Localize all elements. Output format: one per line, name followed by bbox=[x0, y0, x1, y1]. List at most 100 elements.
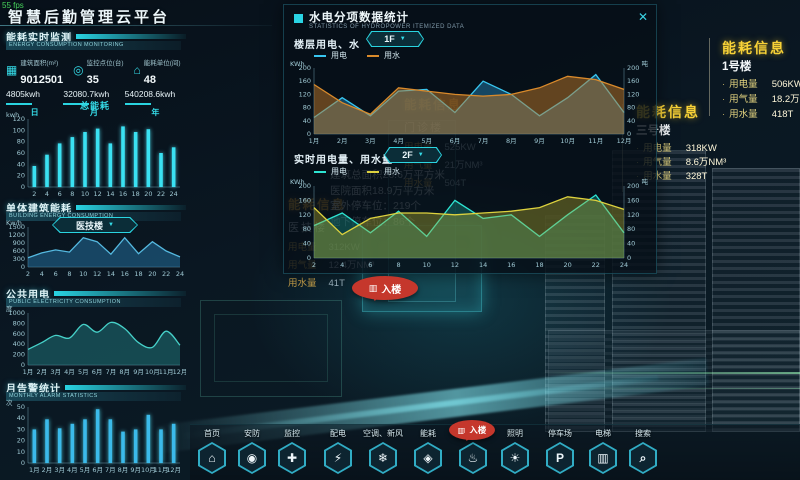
hexagon-button[interactable]: ☀ bbox=[501, 442, 529, 474]
section-energy-monitor: 能耗实时监测 bbox=[6, 29, 186, 44]
nav-item-security[interactable]: 安防 ◉ bbox=[226, 428, 278, 474]
svg-text:3月: 3月 bbox=[54, 466, 65, 474]
svg-text:200: 200 bbox=[13, 351, 25, 359]
svg-text:12月: 12月 bbox=[173, 368, 186, 376]
svg-text:8: 8 bbox=[67, 270, 71, 278]
svg-text:8月: 8月 bbox=[506, 137, 517, 145]
svg-text:11月: 11月 bbox=[154, 466, 169, 474]
svg-text:5月: 5月 bbox=[78, 368, 89, 376]
svg-text:14: 14 bbox=[106, 190, 114, 198]
enter-building-marker-small[interactable]: ▥ 入楼 bbox=[449, 420, 495, 440]
chevron-down-icon: ▼ bbox=[399, 36, 406, 42]
nav-item-lighting[interactable]: 照明 ☀ bbox=[489, 428, 541, 474]
hexagon-button[interactable]: ⌂ bbox=[198, 442, 226, 474]
hexagon-button[interactable]: ✚ bbox=[278, 442, 306, 474]
svg-text:9月: 9月 bbox=[130, 466, 141, 474]
svg-text:0: 0 bbox=[21, 459, 25, 467]
svg-text:1200: 1200 bbox=[8, 231, 25, 239]
svg-text:22: 22 bbox=[157, 190, 165, 198]
info-row: · 用电量 506KW bbox=[722, 79, 800, 90]
nav-item-power-distribution[interactable]: 配电 ⚡ bbox=[312, 428, 364, 474]
realtime-usage-legend: 用电 用水 bbox=[314, 166, 400, 177]
energy-units-icon: ⌂ bbox=[133, 63, 141, 77]
nav-item-hvac[interactable]: 空调、新风 ❄ bbox=[357, 428, 409, 474]
svg-text:5月: 5月 bbox=[80, 466, 91, 474]
hexagon-button[interactable]: ▥ bbox=[589, 442, 617, 474]
svg-text:80: 80 bbox=[627, 225, 635, 233]
modal-title: 水电分项数据统计 bbox=[309, 12, 409, 24]
svg-text:22: 22 bbox=[162, 270, 170, 278]
stat-0: ▦ 建筑面积(m²) 9012501 bbox=[6, 60, 64, 86]
energy-total-日: 4805kwh 日 bbox=[6, 89, 41, 117]
svg-text:60: 60 bbox=[17, 149, 25, 157]
hydropower-statistics-modal: 水电分项数据统计 STATISTICS OF HYDROPOWER ITEMIZ… bbox=[283, 4, 657, 274]
svg-text:20: 20 bbox=[144, 190, 152, 198]
svg-text:2: 2 bbox=[32, 190, 36, 198]
home-icon: ⌂ bbox=[208, 451, 216, 465]
svg-text:160: 160 bbox=[299, 77, 311, 85]
hexagon-button[interactable]: ⌕ bbox=[629, 442, 657, 474]
svg-text:80: 80 bbox=[303, 104, 311, 112]
realtime-floor-select-dropdown[interactable]: 2F ▼ bbox=[384, 147, 442, 163]
building-select-dropdown[interactable]: 医技楼 ▼ bbox=[52, 217, 138, 233]
hexagon-button[interactable]: ♨ bbox=[459, 442, 487, 474]
svg-text:16: 16 bbox=[119, 190, 127, 198]
svg-text:6: 6 bbox=[368, 261, 372, 269]
svg-text:0: 0 bbox=[627, 130, 631, 138]
svg-text:80: 80 bbox=[303, 225, 311, 233]
svg-text:4月: 4月 bbox=[64, 368, 75, 376]
floor-usage-legend: 用电 用水 bbox=[314, 50, 400, 61]
svg-text:120: 120 bbox=[627, 211, 639, 219]
svg-text:80: 80 bbox=[17, 138, 25, 146]
svg-text:8: 8 bbox=[70, 190, 74, 198]
svg-text:18: 18 bbox=[535, 261, 543, 269]
close-icon[interactable]: ✕ bbox=[637, 10, 648, 24]
nav-item-home[interactable]: 首页 ⌂ bbox=[186, 428, 238, 474]
hexagon-button[interactable]: P bbox=[546, 442, 574, 474]
svg-text:200: 200 bbox=[299, 182, 311, 190]
nav-item-search[interactable]: 搜索 ⌕ bbox=[617, 428, 669, 474]
svg-text:40: 40 bbox=[627, 240, 635, 248]
nav-item-elevator[interactable]: 电梯 ▥ bbox=[577, 428, 629, 474]
svg-text:吨: 吨 bbox=[642, 59, 649, 68]
hexagon-button[interactable]: ◈ bbox=[414, 442, 442, 474]
svg-text:200: 200 bbox=[299, 64, 311, 72]
hexagon-button[interactable]: ⚡ bbox=[324, 442, 352, 474]
enter-building-marker[interactable]: ▥ 入楼 bbox=[352, 276, 418, 300]
public-electricity-chart: 0 200 400 600 800 1000 1月 2月 3月 4月 5月 6月 7月 8月 9月 10月 11… bbox=[4, 304, 186, 376]
svg-text:6月: 6月 bbox=[92, 466, 103, 474]
svg-text:6月: 6月 bbox=[450, 137, 461, 145]
svg-text:2月: 2月 bbox=[36, 368, 47, 376]
svg-text:40: 40 bbox=[303, 240, 311, 248]
nav-item-energy[interactable]: 能耗 ◈ bbox=[402, 428, 454, 474]
svg-text:3月: 3月 bbox=[365, 137, 376, 145]
svg-text:10月: 10月 bbox=[560, 137, 575, 145]
svg-text:20: 20 bbox=[563, 261, 571, 269]
svg-text:0: 0 bbox=[21, 183, 25, 191]
fps-counter: 55 fps bbox=[2, 1, 24, 10]
svg-text:6: 6 bbox=[58, 190, 62, 198]
svg-text:120: 120 bbox=[13, 115, 25, 123]
camera-icon: ◉ bbox=[246, 451, 258, 465]
svg-text:7月: 7月 bbox=[106, 368, 117, 376]
svg-text:800: 800 bbox=[13, 319, 25, 327]
nav-item-monitoring[interactable]: 监控 ✚ bbox=[266, 428, 318, 474]
monitor-points-icon: ◎ bbox=[73, 63, 84, 77]
svg-text:2: 2 bbox=[312, 261, 316, 269]
hexagon-button[interactable]: ◉ bbox=[238, 442, 266, 474]
svg-text:24: 24 bbox=[170, 190, 178, 198]
hexagon-button[interactable]: ❄ bbox=[369, 442, 397, 474]
svg-text:120: 120 bbox=[299, 211, 311, 219]
modal-title-icon bbox=[294, 14, 303, 23]
svg-text:1000: 1000 bbox=[8, 309, 25, 317]
floor-select-dropdown[interactable]: 1F ▼ bbox=[366, 31, 424, 47]
nav-item-parking[interactable]: 停车场 P bbox=[534, 428, 586, 474]
svg-text:40: 40 bbox=[627, 117, 635, 125]
svg-text:12: 12 bbox=[94, 190, 102, 198]
svg-text:0: 0 bbox=[307, 130, 311, 138]
shield-icon: ✚ bbox=[286, 451, 298, 465]
floor-usage-chart: 0 0 40 40 80 80 120 120 160 160 200 200 1月 2月 3月 4月 5月 6月… bbox=[288, 59, 650, 145]
svg-text:6: 6 bbox=[54, 270, 58, 278]
